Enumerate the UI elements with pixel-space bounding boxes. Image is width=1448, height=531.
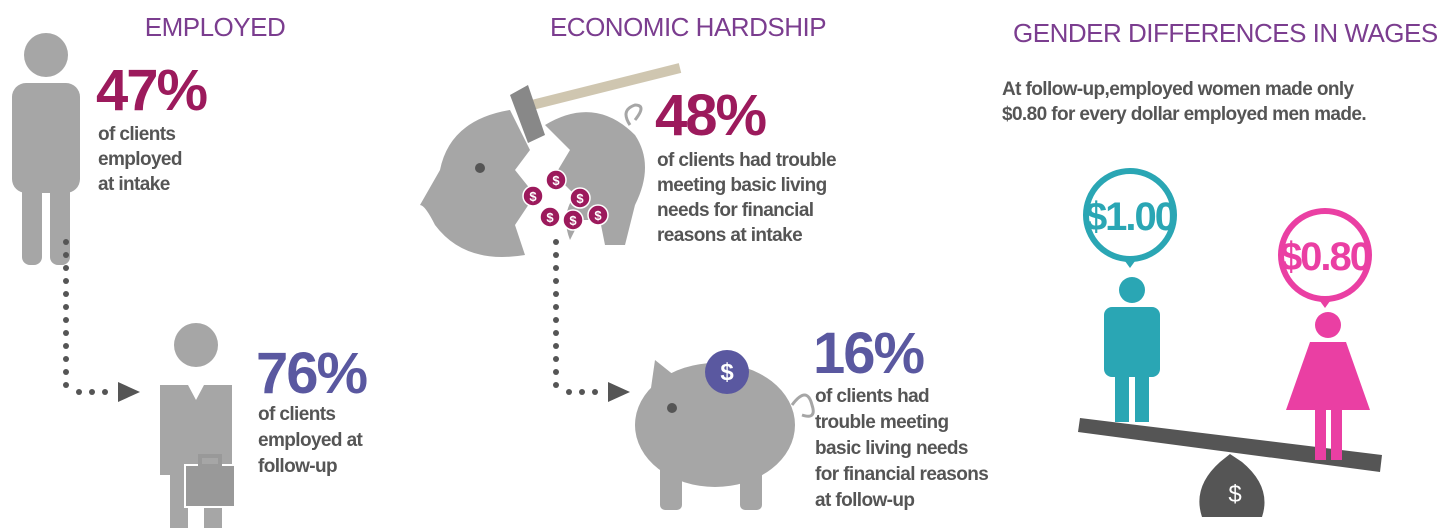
dot [63,343,69,349]
dot [553,356,559,362]
dot [63,369,69,375]
dot [63,252,69,258]
dot [89,389,95,395]
dot [566,389,572,395]
dot [579,389,585,395]
dot [553,239,559,245]
stat-description: needs for financial [657,200,813,221]
coin-symbol: $ [552,173,560,188]
dot [63,291,69,297]
dot [553,278,559,284]
bag-symbol: $ [1228,481,1241,508]
dot [63,239,69,245]
coin-symbol: $ [720,359,734,386]
stat-value: 47% [96,58,208,123]
dot [592,389,598,395]
man-icon [1104,277,1160,422]
stat-value: 16% [813,321,925,386]
dot [63,356,69,362]
stat-description: for financial reasons [815,464,988,485]
man-bubble: $1.00 [1085,171,1176,268]
stat-description: reasons at intake [657,225,802,246]
stat-description: employed at [258,430,364,451]
stat-description: of clients had trouble [657,150,836,171]
stat-description: of clients [98,124,175,145]
coin-symbol: $ [546,210,554,225]
stat-description: trouble meeting [815,412,949,433]
dot [553,252,559,258]
coin-symbol: $ [576,191,584,206]
dot [63,278,69,284]
dot [63,304,69,310]
stat-description: of clients had [815,386,929,407]
woman-bubble: $0.80 [1280,211,1371,308]
stat-value: 76% [256,341,368,406]
men-wage: $1.00 [1085,195,1176,239]
stat-description: employed [98,149,182,170]
stat-description: of clients [258,404,335,425]
coin-symbol: $ [569,213,577,228]
section-title: EMPLOYED [145,12,286,42]
dot [553,382,559,388]
dot [553,317,559,323]
dot [553,265,559,271]
dotted-arrow [553,239,630,402]
piggy-icon: $ [635,350,813,510]
section-title: ECONOMIC HARDSHIP [550,12,826,42]
note-line: At follow-up,employed women made only [1002,79,1355,100]
dot [63,330,69,336]
dot [63,265,69,271]
dot [76,389,82,395]
dot [553,330,559,336]
dot [553,304,559,310]
dot [63,382,69,388]
dot [553,291,559,297]
woman-icon [1286,312,1370,460]
stat-description: at intake [98,174,170,195]
stat-value: 48% [655,83,767,148]
dotted-arrow [63,239,140,402]
note-line: $0.80 for every dollar employed men made… [1002,104,1366,125]
coin-symbol: $ [594,208,602,223]
person-icon [12,33,80,265]
women-wage: $0.80 [1280,235,1371,279]
stat-description: basic living needs [815,438,968,459]
dot [63,317,69,323]
stat-description: follow-up [258,456,337,477]
infographic: $ $ $ $ $ $ $ $ $1.00 $0.80 [0,0,1448,531]
stat-description: at follow-up [815,490,914,511]
businessman-icon [160,323,235,528]
dot [553,369,559,375]
stat-description: meeting basic living [657,175,827,196]
dot [102,389,108,395]
coin-symbol: $ [529,189,537,204]
dot [553,343,559,349]
section-title: GENDER DIFFERENCES IN WAGES [1013,18,1438,48]
